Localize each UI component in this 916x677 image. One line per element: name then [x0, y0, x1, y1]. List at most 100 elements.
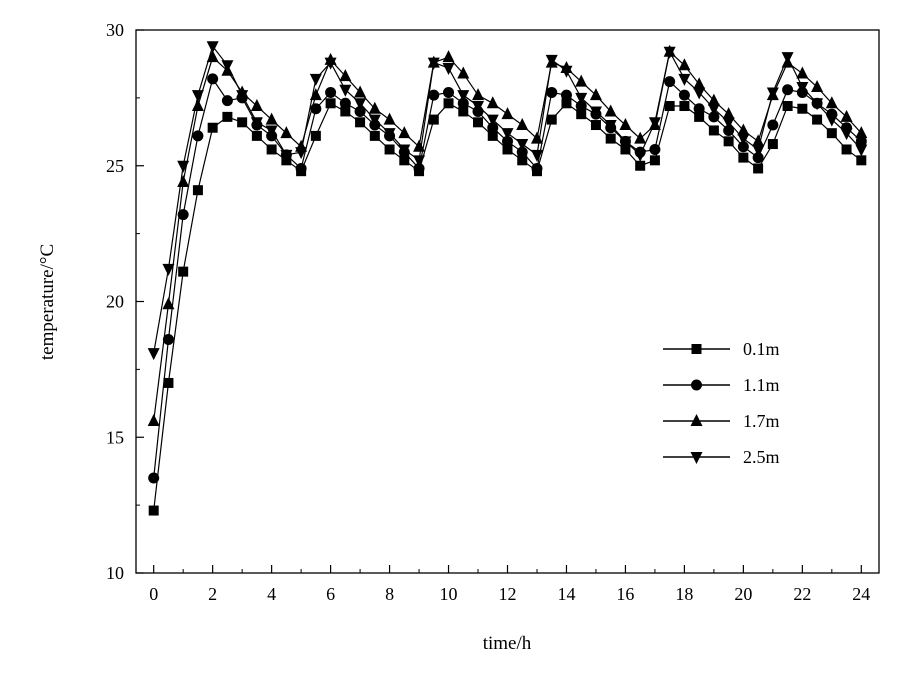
x-tick-label: 14	[557, 584, 575, 604]
data-point	[354, 105, 366, 117]
data-point	[781, 52, 794, 65]
data-point	[530, 131, 543, 144]
data-point	[162, 263, 175, 276]
x-axis-title: time/h	[483, 633, 532, 654]
data-point	[147, 348, 160, 361]
data-point	[855, 135, 867, 147]
x-tick-label: 0	[149, 584, 158, 604]
data-point	[752, 134, 765, 147]
data-point	[251, 130, 262, 141]
data-point	[458, 106, 469, 117]
data-point	[309, 73, 322, 86]
data-point	[840, 128, 853, 141]
x-tick-label: 12	[499, 584, 517, 604]
data-point	[575, 74, 588, 87]
data-point	[147, 413, 160, 426]
data-point	[442, 63, 455, 76]
series-1.1m	[148, 73, 867, 484]
data-point	[399, 155, 410, 166]
data-point	[177, 160, 190, 173]
data-point	[486, 114, 499, 127]
data-point	[162, 297, 175, 310]
data-point	[192, 185, 203, 196]
data-point	[295, 147, 308, 160]
data-point	[516, 146, 528, 158]
data-point	[796, 66, 809, 79]
data-point	[812, 114, 823, 125]
data-point	[221, 60, 234, 73]
legend-item: 2.5m	[663, 447, 780, 467]
data-point	[383, 112, 396, 125]
x-tick-label: 22	[793, 584, 811, 604]
data-point	[738, 152, 749, 163]
data-point	[737, 141, 749, 153]
data-point	[457, 97, 469, 109]
data-point	[177, 175, 190, 188]
data-point	[325, 98, 336, 109]
data-point	[280, 149, 293, 162]
data-point	[840, 109, 853, 122]
data-point	[473, 117, 484, 128]
data-point	[531, 162, 543, 174]
data-point	[368, 114, 381, 127]
data-point	[310, 130, 321, 141]
data-point	[855, 126, 868, 139]
data-point	[191, 90, 204, 103]
data-point	[368, 101, 381, 114]
data-point	[826, 128, 837, 139]
data-point	[265, 112, 278, 125]
data-point	[693, 77, 706, 90]
data-point	[516, 139, 529, 152]
data-point	[575, 100, 587, 112]
data-point	[589, 106, 602, 119]
data-point	[265, 125, 278, 138]
data-point	[619, 118, 632, 131]
data-point	[207, 73, 219, 85]
data-point	[502, 144, 513, 155]
data-point	[797, 103, 808, 114]
data-point	[722, 117, 735, 130]
data-point	[250, 99, 263, 112]
series-layer	[147, 41, 868, 516]
y-tick-label: 30	[106, 20, 124, 40]
data-point	[487, 122, 499, 134]
data-point	[384, 144, 395, 155]
data-point	[649, 143, 661, 155]
legend-marker	[690, 414, 703, 426]
data-point	[679, 101, 690, 112]
x-tick-label: 24	[852, 584, 870, 604]
data-point	[560, 65, 573, 78]
data-point	[148, 472, 160, 484]
data-point	[280, 126, 293, 139]
y-tick-label: 20	[106, 292, 124, 312]
y-tick-label: 25	[106, 156, 124, 176]
data-point	[427, 57, 440, 70]
data-point	[516, 118, 529, 131]
data-point	[413, 139, 426, 152]
data-point	[222, 111, 233, 122]
data-point	[398, 144, 411, 157]
data-point	[457, 90, 470, 103]
data-point	[324, 57, 337, 70]
legend-marker	[691, 379, 702, 391]
data-point	[545, 54, 558, 67]
data-point	[619, 136, 632, 149]
data-point	[560, 89, 572, 101]
data-point	[590, 120, 601, 131]
data-point	[487, 130, 498, 141]
data-point	[561, 98, 572, 109]
data-point	[221, 95, 233, 107]
data-point	[678, 58, 691, 71]
legend-label: 0.1m	[743, 339, 780, 359]
data-point	[178, 266, 189, 277]
data-point	[355, 117, 366, 128]
legend-label: 1.1m	[743, 375, 780, 395]
data-point	[678, 89, 690, 101]
data-point	[737, 123, 750, 136]
data-point	[856, 155, 867, 166]
series-2.5m	[147, 41, 868, 361]
data-point	[413, 162, 425, 174]
data-point	[325, 86, 337, 98]
legend-marker	[691, 344, 702, 354]
data-point	[752, 152, 764, 164]
